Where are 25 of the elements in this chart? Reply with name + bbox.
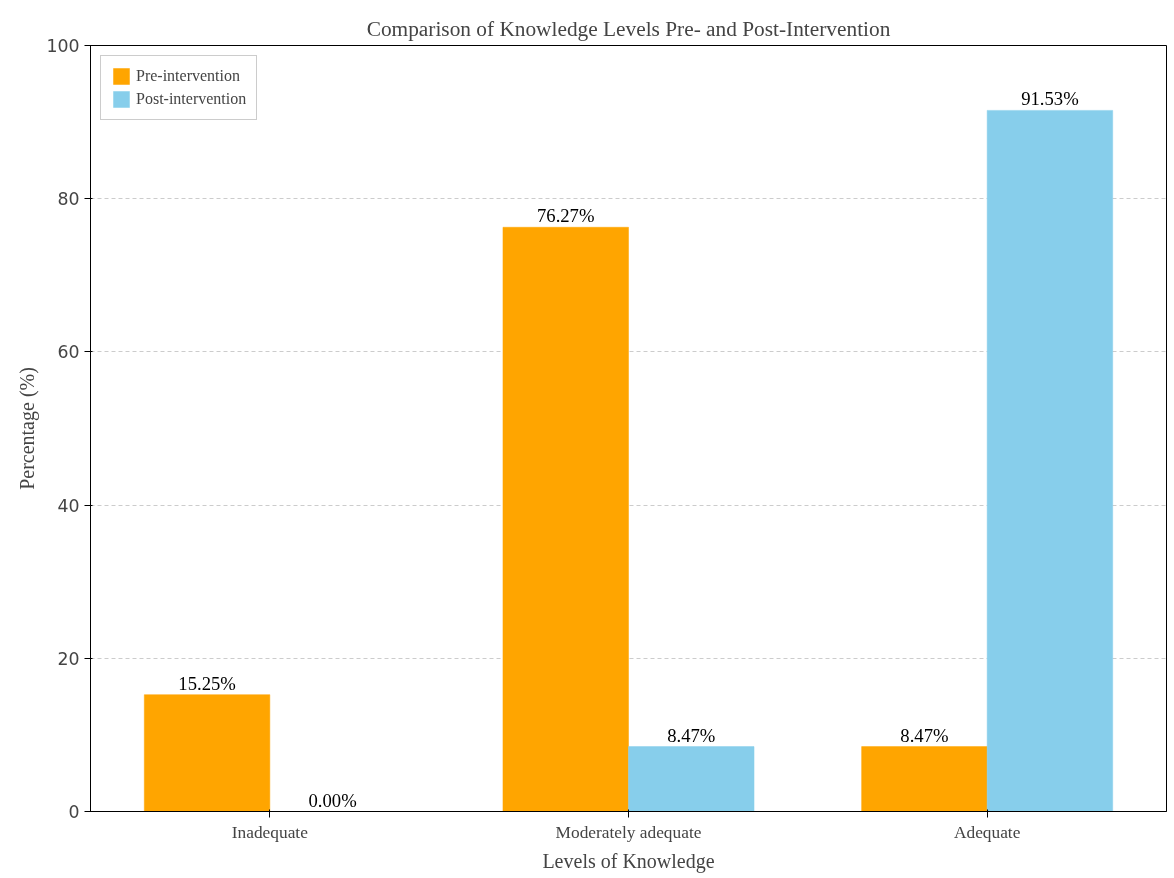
data-label: 91.53% — [1021, 88, 1079, 110]
y-tick-label: 0 — [68, 802, 80, 822]
x-axis-title: Levels of Knowledge — [542, 849, 715, 873]
data-label: 76.27% — [536, 205, 595, 227]
x-tick-label: Adequate — [953, 822, 1021, 842]
data-label: 8.47% — [667, 724, 716, 746]
y-tick-label: 100 — [46, 36, 80, 56]
y-tick-label: 40 — [57, 495, 80, 516]
y-tick-label: 60 — [57, 342, 80, 363]
bar — [986, 110, 1113, 812]
chart-title: Comparison of Knowledge Levels Pre- and Post-Intervention — [366, 16, 891, 41]
legend-label: Pre-intervention — [136, 67, 240, 85]
data-label: 0.00% — [308, 789, 357, 811]
data-label: 8.47% — [900, 724, 949, 746]
y-tick-label: 80 — [57, 189, 80, 210]
x-tick-label: Moderately adequate — [555, 822, 702, 842]
data-label: 15.25% — [178, 672, 236, 694]
y-axis-title: Percentage (%) — [16, 367, 40, 490]
y-tick-label: 20 — [57, 648, 80, 669]
legend-label: Post-intervention — [136, 90, 247, 108]
bar — [502, 227, 629, 812]
bar — [861, 746, 988, 812]
x-tick-label: Inadequate — [231, 822, 309, 842]
bar — [144, 694, 271, 812]
bar — [628, 746, 755, 812]
